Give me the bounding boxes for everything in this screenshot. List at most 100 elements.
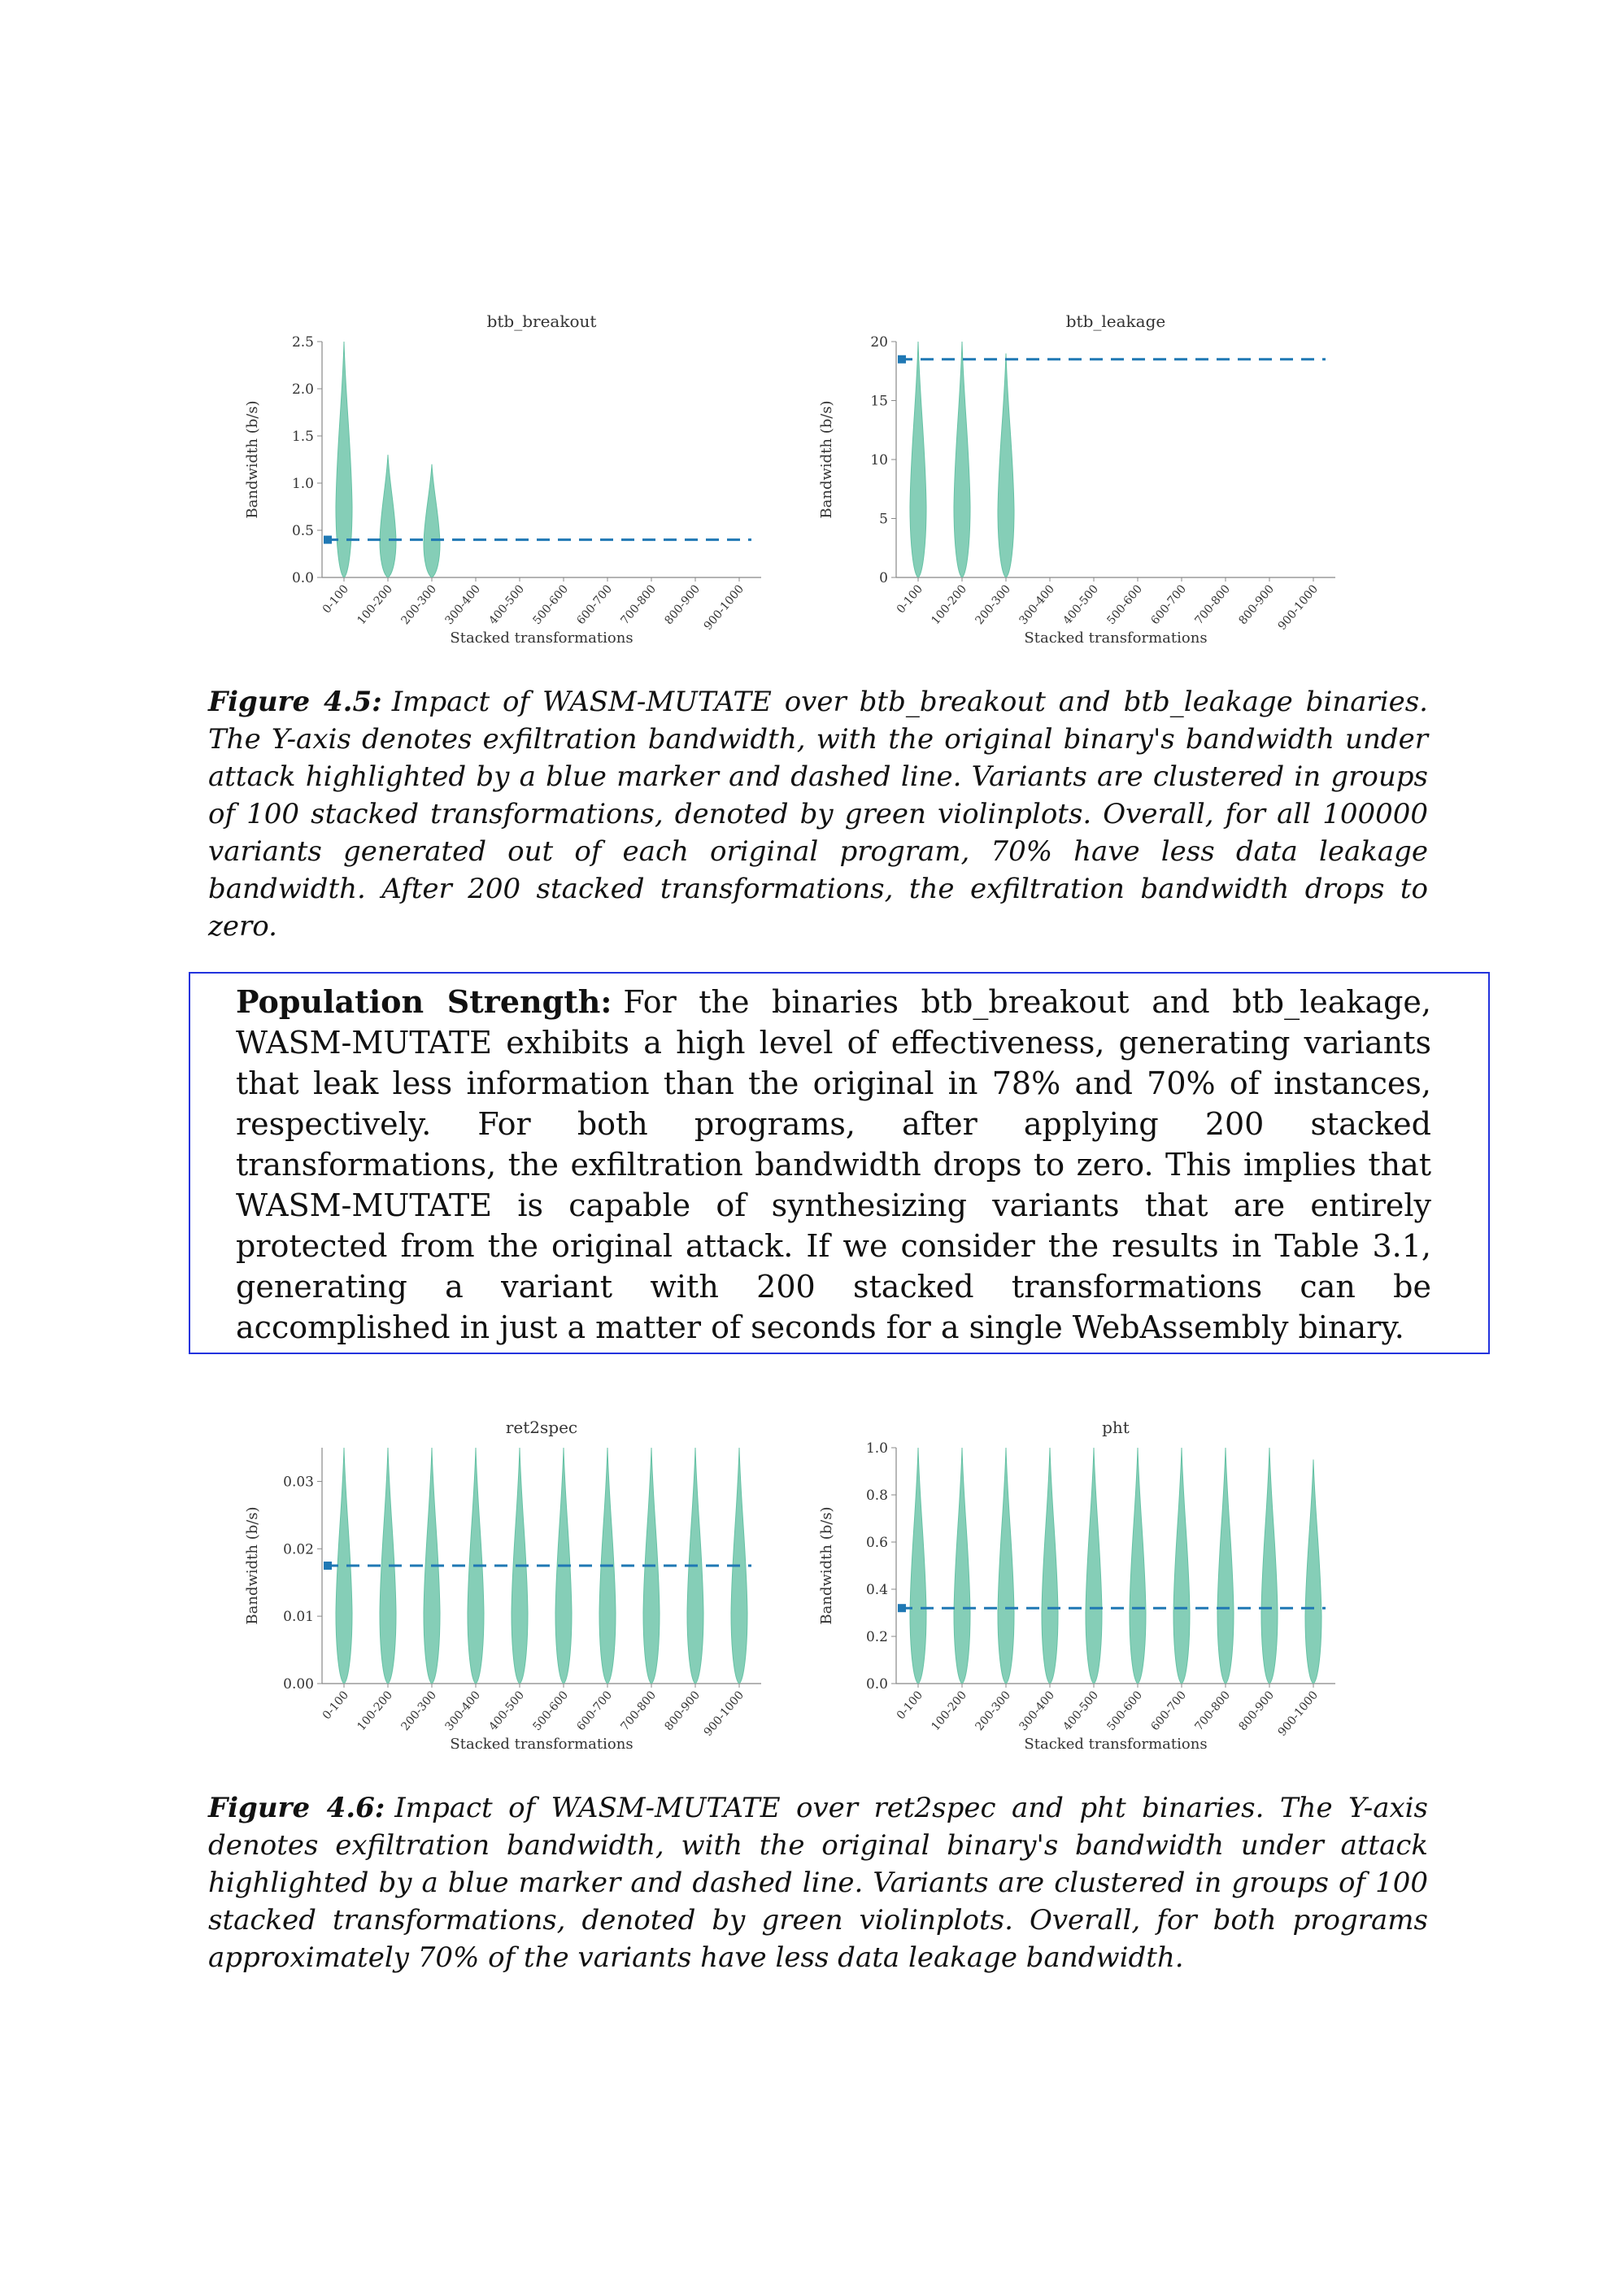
violin <box>909 1447 927 1684</box>
x-tick-label: 500-600 <box>530 582 571 627</box>
y-tick-label: 0.2 <box>866 1629 888 1645</box>
x-tick-label: 900-1000 <box>702 1688 747 1739</box>
y-tick-label: 0 <box>879 570 888 586</box>
x-tick-label: 500-600 <box>1104 1688 1145 1733</box>
violin <box>1173 1447 1191 1684</box>
chart-1: btb_leakage 0 5 10 15 20 Bandwidth (b/s) 0-100 1… <box>818 312 1335 647</box>
figure-4-6-caption-text: Impact of WASM-MUTATE over ret2spec and … <box>208 1792 1428 1974</box>
y-tick-label: 1.5 <box>292 429 314 445</box>
violin <box>997 1447 1015 1684</box>
baseline-marker <box>898 1604 906 1613</box>
chart-title: pht <box>1102 1418 1130 1437</box>
violin <box>379 455 397 578</box>
figure-4-5-caption-text: Impact of WASM-MUTATE over btb_breakout … <box>208 686 1428 943</box>
figure-4-5-svg: btb_breakout 0.0 0.5 1.0 1.5 2.0 2.5 Bandwidth … <box>244 312 1335 647</box>
x-tick-label: 800-900 <box>1236 1688 1277 1733</box>
violin <box>335 341 353 578</box>
y-tick-label: 1.0 <box>866 1440 888 1457</box>
x-tick-label: 400-500 <box>486 582 527 627</box>
x-tick-label: 400-500 <box>486 1688 527 1733</box>
x-axis-label: Stacked transformations <box>1024 630 1207 647</box>
x-tick-label: 600-700 <box>1148 582 1189 627</box>
violin <box>953 1447 971 1684</box>
x-tick-label: 800-900 <box>662 582 703 627</box>
x-tick-label: 600-700 <box>574 582 615 627</box>
y-tick-label: 0.0 <box>292 570 314 586</box>
chart-2: ret2spec 0.00 0.01 0.02 0.03 Bandwidth (b/s) 0… <box>244 1418 761 1753</box>
population-strength-title: Population Strength: <box>236 983 612 1020</box>
y-tick-label: 0.4 <box>866 1582 888 1598</box>
x-tick-label: 600-700 <box>1148 1688 1189 1733</box>
x-tick-label: 200-300 <box>398 582 439 627</box>
chart-3: pht 0.0 0.2 0.4 0.6 0.8 1.0 Bandwidth (b/s) 0-10… <box>818 1418 1335 1753</box>
y-tick-label: 20 <box>870 334 888 351</box>
y-tick-label: 10 <box>870 452 888 468</box>
y-axis-label: Bandwidth (b/s) <box>244 400 261 518</box>
x-tick-label: 0-100 <box>895 582 925 616</box>
x-tick-label: 700-800 <box>1192 582 1233 627</box>
population-strength-body: For the binaries btb_breakout and btb_le… <box>236 984 1431 1345</box>
chart-title: btb_leakage <box>1066 312 1165 331</box>
y-tick-label: 0.6 <box>866 1535 888 1551</box>
y-axis-label: Bandwidth (b/s) <box>244 1506 261 1624</box>
x-tick-label: 600-700 <box>574 1688 615 1733</box>
baseline-marker <box>898 355 906 364</box>
y-tick-label: 0.00 <box>283 1676 314 1693</box>
x-tick-label: 300-400 <box>1017 1688 1057 1733</box>
y-tick-label: 0.02 <box>283 1541 314 1558</box>
x-tick-label: 500-600 <box>530 1688 571 1733</box>
x-axis-label: Stacked transformations <box>450 630 633 647</box>
x-tick-label: 500-600 <box>1104 582 1145 627</box>
x-tick-label: 900-1000 <box>702 582 747 633</box>
x-tick-label: 400-500 <box>1060 1688 1101 1733</box>
chart-0: btb_breakout 0.0 0.5 1.0 1.5 2.0 2.5 Bandwidth … <box>244 312 761 647</box>
violin <box>1041 1447 1059 1684</box>
violin <box>997 353 1015 578</box>
x-tick-label: 100-200 <box>355 582 395 627</box>
x-tick-label: 400-500 <box>1060 582 1101 627</box>
x-tick-label: 300-400 <box>442 582 483 627</box>
y-tick-label: 5 <box>879 512 888 528</box>
y-axis-label: Bandwidth (b/s) <box>818 1506 835 1624</box>
population-strength-text: Population Strength: For the binaries btb… <box>236 982 1431 1348</box>
x-tick-label: 800-900 <box>1236 582 1277 627</box>
x-tick-label: 800-900 <box>662 1688 703 1733</box>
figure-4-6-plots: ret2spec 0.00 0.01 0.02 0.03 Bandwidth (b/s) 0… <box>208 1415 1384 1765</box>
violin <box>1085 1447 1103 1684</box>
y-axis-label: Bandwidth (b/s) <box>818 400 835 518</box>
population-strength-box: Population Strength: For the binaries btb… <box>189 972 1490 1354</box>
violin <box>1304 1459 1322 1684</box>
x-tick-label: 100-200 <box>355 1688 395 1733</box>
y-tick-label: 1.0 <box>292 476 314 492</box>
x-tick-label: 900-1000 <box>1276 582 1321 633</box>
x-tick-label: 700-800 <box>618 1688 659 1733</box>
y-tick-label: 2.0 <box>292 381 314 398</box>
y-tick-label: 0.0 <box>866 1676 888 1693</box>
x-tick-label: 200-300 <box>973 1688 1013 1733</box>
violin <box>423 464 441 578</box>
violin <box>909 341 927 578</box>
figure-4-5-label: Figure 4.5: <box>208 686 382 718</box>
chart-title: ret2spec <box>506 1418 577 1437</box>
x-tick-label: 200-300 <box>398 1688 439 1733</box>
y-tick-label: 0.03 <box>283 1474 314 1490</box>
x-tick-label: 0-100 <box>320 1688 351 1722</box>
y-tick-label: 0.01 <box>283 1609 314 1625</box>
y-tick-label: 2.5 <box>292 334 314 351</box>
violin <box>1217 1447 1234 1684</box>
violin <box>1260 1447 1278 1684</box>
x-tick-label: 200-300 <box>973 582 1013 627</box>
x-tick-label: 100-200 <box>929 1688 969 1733</box>
baseline-marker <box>324 1562 332 1570</box>
x-tick-label: 300-400 <box>442 1688 483 1733</box>
x-tick-label: 700-800 <box>618 582 659 627</box>
y-tick-label: 15 <box>870 394 888 410</box>
figure-4-6-label: Figure 4.6: <box>208 1792 385 1824</box>
y-tick-label: 0.8 <box>866 1488 888 1504</box>
x-axis-label: Stacked transformations <box>1024 1736 1207 1753</box>
x-tick-label: 0-100 <box>320 582 351 616</box>
violin <box>1129 1447 1147 1684</box>
baseline-marker <box>324 535 332 544</box>
x-tick-label: 0-100 <box>895 1688 925 1722</box>
violin <box>953 341 971 578</box>
